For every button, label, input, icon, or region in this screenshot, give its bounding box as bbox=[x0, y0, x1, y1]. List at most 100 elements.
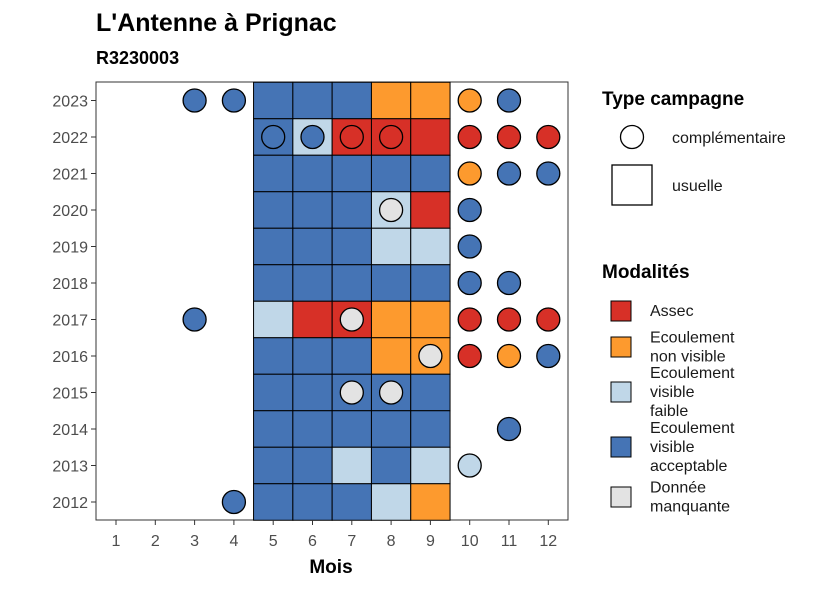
point-complementaire-2017-7 bbox=[339, 307, 364, 332]
y-tick-label: 2022 bbox=[52, 130, 88, 147]
tile-usuelle-2020-6 bbox=[292, 191, 333, 229]
x-tick-label: 12 bbox=[539, 533, 557, 550]
y-tick-label: 2020 bbox=[52, 203, 88, 220]
tile-usuelle-2023-7 bbox=[331, 81, 372, 120]
point-complementaire-2020-8 bbox=[378, 197, 404, 223]
x-tick-label: 7 bbox=[347, 533, 356, 550]
point-complementaire-2022-5 bbox=[261, 124, 286, 150]
point-complementaire-2022-11 bbox=[496, 124, 522, 150]
point-complementaire-2022-10 bbox=[457, 124, 482, 150]
tile-usuelle-2023-9 bbox=[410, 81, 451, 120]
x-tick-label: 6 bbox=[308, 533, 317, 550]
tile-usuelle-2015-6 bbox=[292, 373, 333, 412]
tile-usuelle-2016-9 bbox=[410, 337, 451, 375]
tile-usuelle-2016-8 bbox=[370, 337, 412, 375]
tile-usuelle-2023-5 bbox=[253, 81, 294, 120]
tile-usuelle-2013-9 bbox=[410, 446, 451, 485]
x-tick-label: 4 bbox=[229, 533, 238, 550]
tile-usuelle-2016-6 bbox=[292, 337, 333, 375]
point-complementaire-2014-11 bbox=[496, 416, 522, 442]
y-tick-label: 2015 bbox=[52, 386, 88, 403]
y-tick-label: 2013 bbox=[52, 459, 88, 476]
point-complementaire-2020-10 bbox=[457, 197, 482, 223]
point-complementaire-2018-11 bbox=[496, 270, 522, 296]
legend-key-acceptable bbox=[610, 436, 632, 458]
tile-usuelle-2017-6 bbox=[292, 300, 333, 339]
x-tick-label: 3 bbox=[190, 533, 199, 550]
tile-usuelle-2020-9 bbox=[410, 191, 451, 229]
legend-key-nonvisible bbox=[610, 336, 632, 358]
tile-usuelle-2021-9 bbox=[410, 154, 451, 193]
y-tick-label: 2018 bbox=[52, 276, 88, 293]
y-tick-label: 2019 bbox=[52, 240, 88, 257]
tile-usuelle-2018-8 bbox=[370, 264, 412, 302]
tile-usuelle-2013-6 bbox=[292, 446, 333, 485]
tile-usuelle-2012-8 bbox=[370, 483, 412, 521]
tile-usuelle-2013-7 bbox=[331, 446, 372, 485]
tile-usuelle-2014-7 bbox=[331, 410, 372, 448]
point-complementaire-2017-11 bbox=[496, 307, 522, 332]
tile-usuelle-2016-5 bbox=[253, 337, 294, 375]
legend-modalites-title: Modalités bbox=[602, 262, 690, 283]
tile-usuelle-2012-5 bbox=[253, 483, 294, 521]
y-tick-label: 2016 bbox=[52, 349, 88, 366]
tile-usuelle-2019-9 bbox=[410, 227, 451, 266]
point-complementaire-2023-3 bbox=[182, 88, 207, 113]
legend-key-assec bbox=[610, 300, 632, 322]
plot-area bbox=[95, 81, 569, 521]
tile-usuelle-2018-6 bbox=[292, 264, 333, 302]
tile-usuelle-2020-5 bbox=[253, 191, 294, 229]
point-complementaire-2016-11 bbox=[496, 343, 522, 369]
tile-usuelle-2014-8 bbox=[370, 410, 412, 448]
tile-usuelle-2014-5 bbox=[253, 410, 294, 448]
point-complementaire-2013-10 bbox=[457, 453, 482, 478]
x-axis-title: Mois bbox=[309, 557, 352, 578]
tile-usuelle-2015-5 bbox=[253, 373, 294, 412]
chart-title: L'Antenne à Prignac bbox=[96, 9, 337, 37]
point-complementaire-2015-7 bbox=[339, 380, 364, 405]
legend-modalites: Modalités Assec Ecoulement non visible Ecou… bbox=[602, 262, 735, 516]
legend-label-assec: Assec bbox=[650, 303, 694, 320]
legend-label-acceptable: Ecoulement visible acceptable bbox=[650, 420, 735, 475]
y-tick-label: 2017 bbox=[52, 313, 88, 330]
tile-usuelle-2020-7 bbox=[331, 191, 372, 229]
tile-usuelle-2018-7 bbox=[331, 264, 372, 302]
point-complementaire-2021-10 bbox=[457, 161, 482, 186]
legend-type-campagne: Type campagne complémentaire usuelle bbox=[602, 89, 786, 206]
point-complementaire-2016-12 bbox=[536, 343, 561, 369]
tile-usuelle-2018-5 bbox=[253, 264, 294, 302]
x-axis: 1 2 3 4 5 6 7 8 9 10 11 12 bbox=[112, 520, 557, 550]
tile-usuelle-2023-8 bbox=[370, 81, 412, 120]
point-complementaire-2015-8 bbox=[378, 380, 404, 405]
tile-usuelle-2019-8 bbox=[370, 227, 412, 266]
legend-key-complementaire bbox=[619, 124, 645, 150]
y-tick-label: 2021 bbox=[52, 167, 88, 184]
legend-label-nonvisible: Ecoulement non visible bbox=[650, 330, 735, 366]
x-tick-label: 8 bbox=[387, 533, 396, 550]
x-tick-label: 1 bbox=[112, 533, 121, 550]
point-complementaire-2017-10 bbox=[457, 307, 482, 332]
point-complementaire-2012-4 bbox=[221, 489, 247, 515]
tile-usuelle-2012-7 bbox=[331, 483, 372, 521]
y-tick-label: 2014 bbox=[52, 422, 88, 439]
tile-usuelle-2015-9 bbox=[410, 373, 451, 412]
tile-usuelle-2023-6 bbox=[292, 81, 333, 120]
point-complementaire-2022-7 bbox=[339, 124, 364, 150]
y-axis: 2012 2013 2014 2015 2016 2017 2018 2019 2020 2021… bbox=[52, 94, 96, 512]
tile-usuelle-2018-9 bbox=[410, 264, 451, 302]
point-complementaire-2016-9 bbox=[418, 343, 443, 369]
point-complementaire-2021-11 bbox=[496, 161, 522, 186]
point-complementaire-2021-12 bbox=[536, 161, 561, 186]
point-complementaire-2022-6 bbox=[300, 124, 325, 150]
point-complementaire-2019-10 bbox=[457, 234, 482, 259]
point-complementaire-2017-12 bbox=[536, 307, 561, 332]
tile-usuelle-2013-8 bbox=[370, 446, 412, 485]
x-tick-label: 2 bbox=[151, 533, 160, 550]
point-complementaire-2016-10 bbox=[457, 343, 482, 369]
legend-label-complementaire: complémentaire bbox=[672, 130, 786, 147]
tile-usuelle-2013-5 bbox=[253, 446, 294, 485]
tile-usuelle-2014-9 bbox=[410, 410, 451, 448]
legend-key-manquante bbox=[610, 486, 632, 508]
tile-usuelle-2016-7 bbox=[331, 337, 372, 375]
x-tick-label: 11 bbox=[501, 533, 518, 550]
